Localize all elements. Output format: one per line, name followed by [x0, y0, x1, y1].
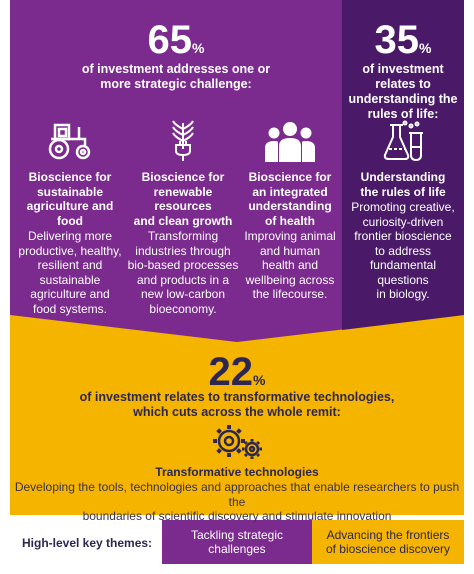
desc-line: and human [259, 243, 321, 258]
desc-line: resilient and [37, 258, 103, 272]
desc-line: productive, healthy, [18, 243, 122, 258]
desc-line: sustainable [39, 272, 101, 287]
challenge-description: Transforming industries through bio-base… [124, 229, 242, 316]
legend-item-line: Tackling strategic [190, 527, 284, 542]
title-line: Bioscience for [248, 170, 332, 184]
frontier-percent: 35% [342, 20, 464, 60]
desc-line: frontier bioscience [354, 229, 452, 243]
frontier-percent-value: 35 [374, 18, 420, 62]
challenge-description: Improving animal and human health and we… [240, 229, 340, 302]
legend-yellow-box [312, 520, 464, 564]
desc-line: bio-based processes [127, 258, 239, 272]
transformative-subtitle-line2: which cuts across the whole remit: [133, 405, 341, 419]
frontier-subtitle-line: relates to [375, 77, 431, 91]
desc-line: questions [377, 272, 429, 287]
frontier-subtitle-line: of investment [362, 62, 444, 76]
transformative-description: Developing the tools, technologies and a… [10, 480, 464, 524]
legend-item-line: Advancing the frontiers [326, 527, 450, 542]
challenge-renewable: Bioscience for renewable resources and c… [124, 118, 242, 316]
desc-line: bioeconomy. [149, 301, 217, 316]
transformative-percent-value: 22 [208, 350, 254, 394]
desc-line: new low-carbon [140, 287, 226, 301]
frontier-subtitle: of investment relates to understanding t… [342, 62, 464, 122]
plant-plug-icon [124, 118, 242, 164]
frontier-description: Promoting creative, curiosity-driven fro… [346, 200, 460, 302]
desc-line: Promoting creative, [351, 200, 455, 214]
title-line: renewable resources [153, 184, 213, 214]
frontier-theme: Understanding the rules of life Promotin… [346, 118, 460, 302]
challenge-health: Bioscience for an integrated understandi… [240, 118, 340, 302]
dark-purple-panel [342, 0, 464, 330]
desc-line: fundamental [369, 258, 437, 272]
desc-line: wellbeing across [245, 272, 335, 287]
desc-line: in biology. [376, 287, 430, 301]
desc-line: agriculture and [30, 287, 110, 301]
desc-line: food systems. [32, 301, 108, 316]
transformative-percent: 22% [0, 352, 474, 392]
desc-line: Improving animal [244, 229, 336, 243]
title-line: sustainable [36, 184, 104, 199]
desc-line: to address [374, 243, 432, 258]
strategic-subtitle-line1: of investment addresses one or [81, 62, 271, 76]
transformative-percent-sign: % [253, 372, 266, 388]
lab-flasks-icon [346, 118, 460, 164]
transformative-title: Transformative technologies [155, 465, 319, 479]
desc-line: and products in a [136, 272, 230, 287]
strategic-percent-sign: % [192, 40, 205, 56]
title-line: Understanding [360, 170, 446, 184]
legend-purple-box [162, 520, 312, 564]
strategic-subtitle: of investment addresses one or more stra… [10, 62, 342, 92]
desc-line: health and [261, 258, 319, 272]
tractor-icon [14, 118, 126, 164]
title-line: the rules of life [360, 184, 446, 199]
frontier-subtitle-line: understanding the [348, 92, 458, 106]
desc-line: Delivering more [27, 229, 113, 243]
challenge-title: Bioscience for renewable resources and c… [124, 170, 242, 228]
legend-item-line: of bioscience discovery [325, 542, 451, 556]
challenge-description: Delivering more productive, healthy, res… [14, 229, 126, 316]
frontier-title: Understanding the rules of life [346, 170, 460, 199]
people-group-icon [240, 118, 340, 164]
gears-icon [207, 422, 267, 462]
legend-item-line: challenges [208, 542, 266, 556]
challenge-title: Bioscience for an integrated understandi… [240, 170, 340, 228]
desc-line: curiosity-driven [362, 214, 444, 229]
legend-label: High-level key themes: [22, 536, 153, 550]
legend-item-frontiers: Advancing the frontiers of bioscience di… [312, 520, 464, 564]
transformative-desc-line1: Developing the tools, technologies and a… [14, 480, 460, 509]
desc-line: Transforming [147, 229, 219, 243]
transformative-subtitle-line1: of investment relates to transformative … [79, 390, 395, 404]
strategic-subtitle-line2: more strategic challenge: [100, 77, 252, 91]
legend-item-strategic: Tackling strategic challenges [162, 520, 312, 564]
frontier-subtitle-line: rules of life: [367, 107, 439, 121]
strategic-percent-value: 65 [147, 18, 193, 62]
title-line: agriculture and food [26, 199, 114, 228]
title-line: Bioscience for [28, 170, 112, 184]
title-line: an integrated [252, 184, 328, 199]
strategic-percent: 65% [10, 20, 342, 60]
desc-line: industries through [135, 243, 231, 258]
challenge-agriculture: Bioscience for sustainable agriculture a… [14, 118, 126, 316]
transformative-subtitle: of investment relates to transformative … [0, 390, 474, 420]
desc-line: the lifecourse. [252, 287, 328, 301]
transformative-desc-line2: boundaries of scientific discovery and s… [82, 509, 392, 523]
frontier-percent-sign: % [419, 40, 432, 56]
title-line: and clean growth [133, 213, 233, 228]
challenge-title: Bioscience for sustainable agriculture a… [14, 170, 126, 228]
title-line: Bioscience for [141, 170, 225, 184]
title-line: of health [265, 213, 315, 228]
title-line: understanding [248, 199, 332, 213]
